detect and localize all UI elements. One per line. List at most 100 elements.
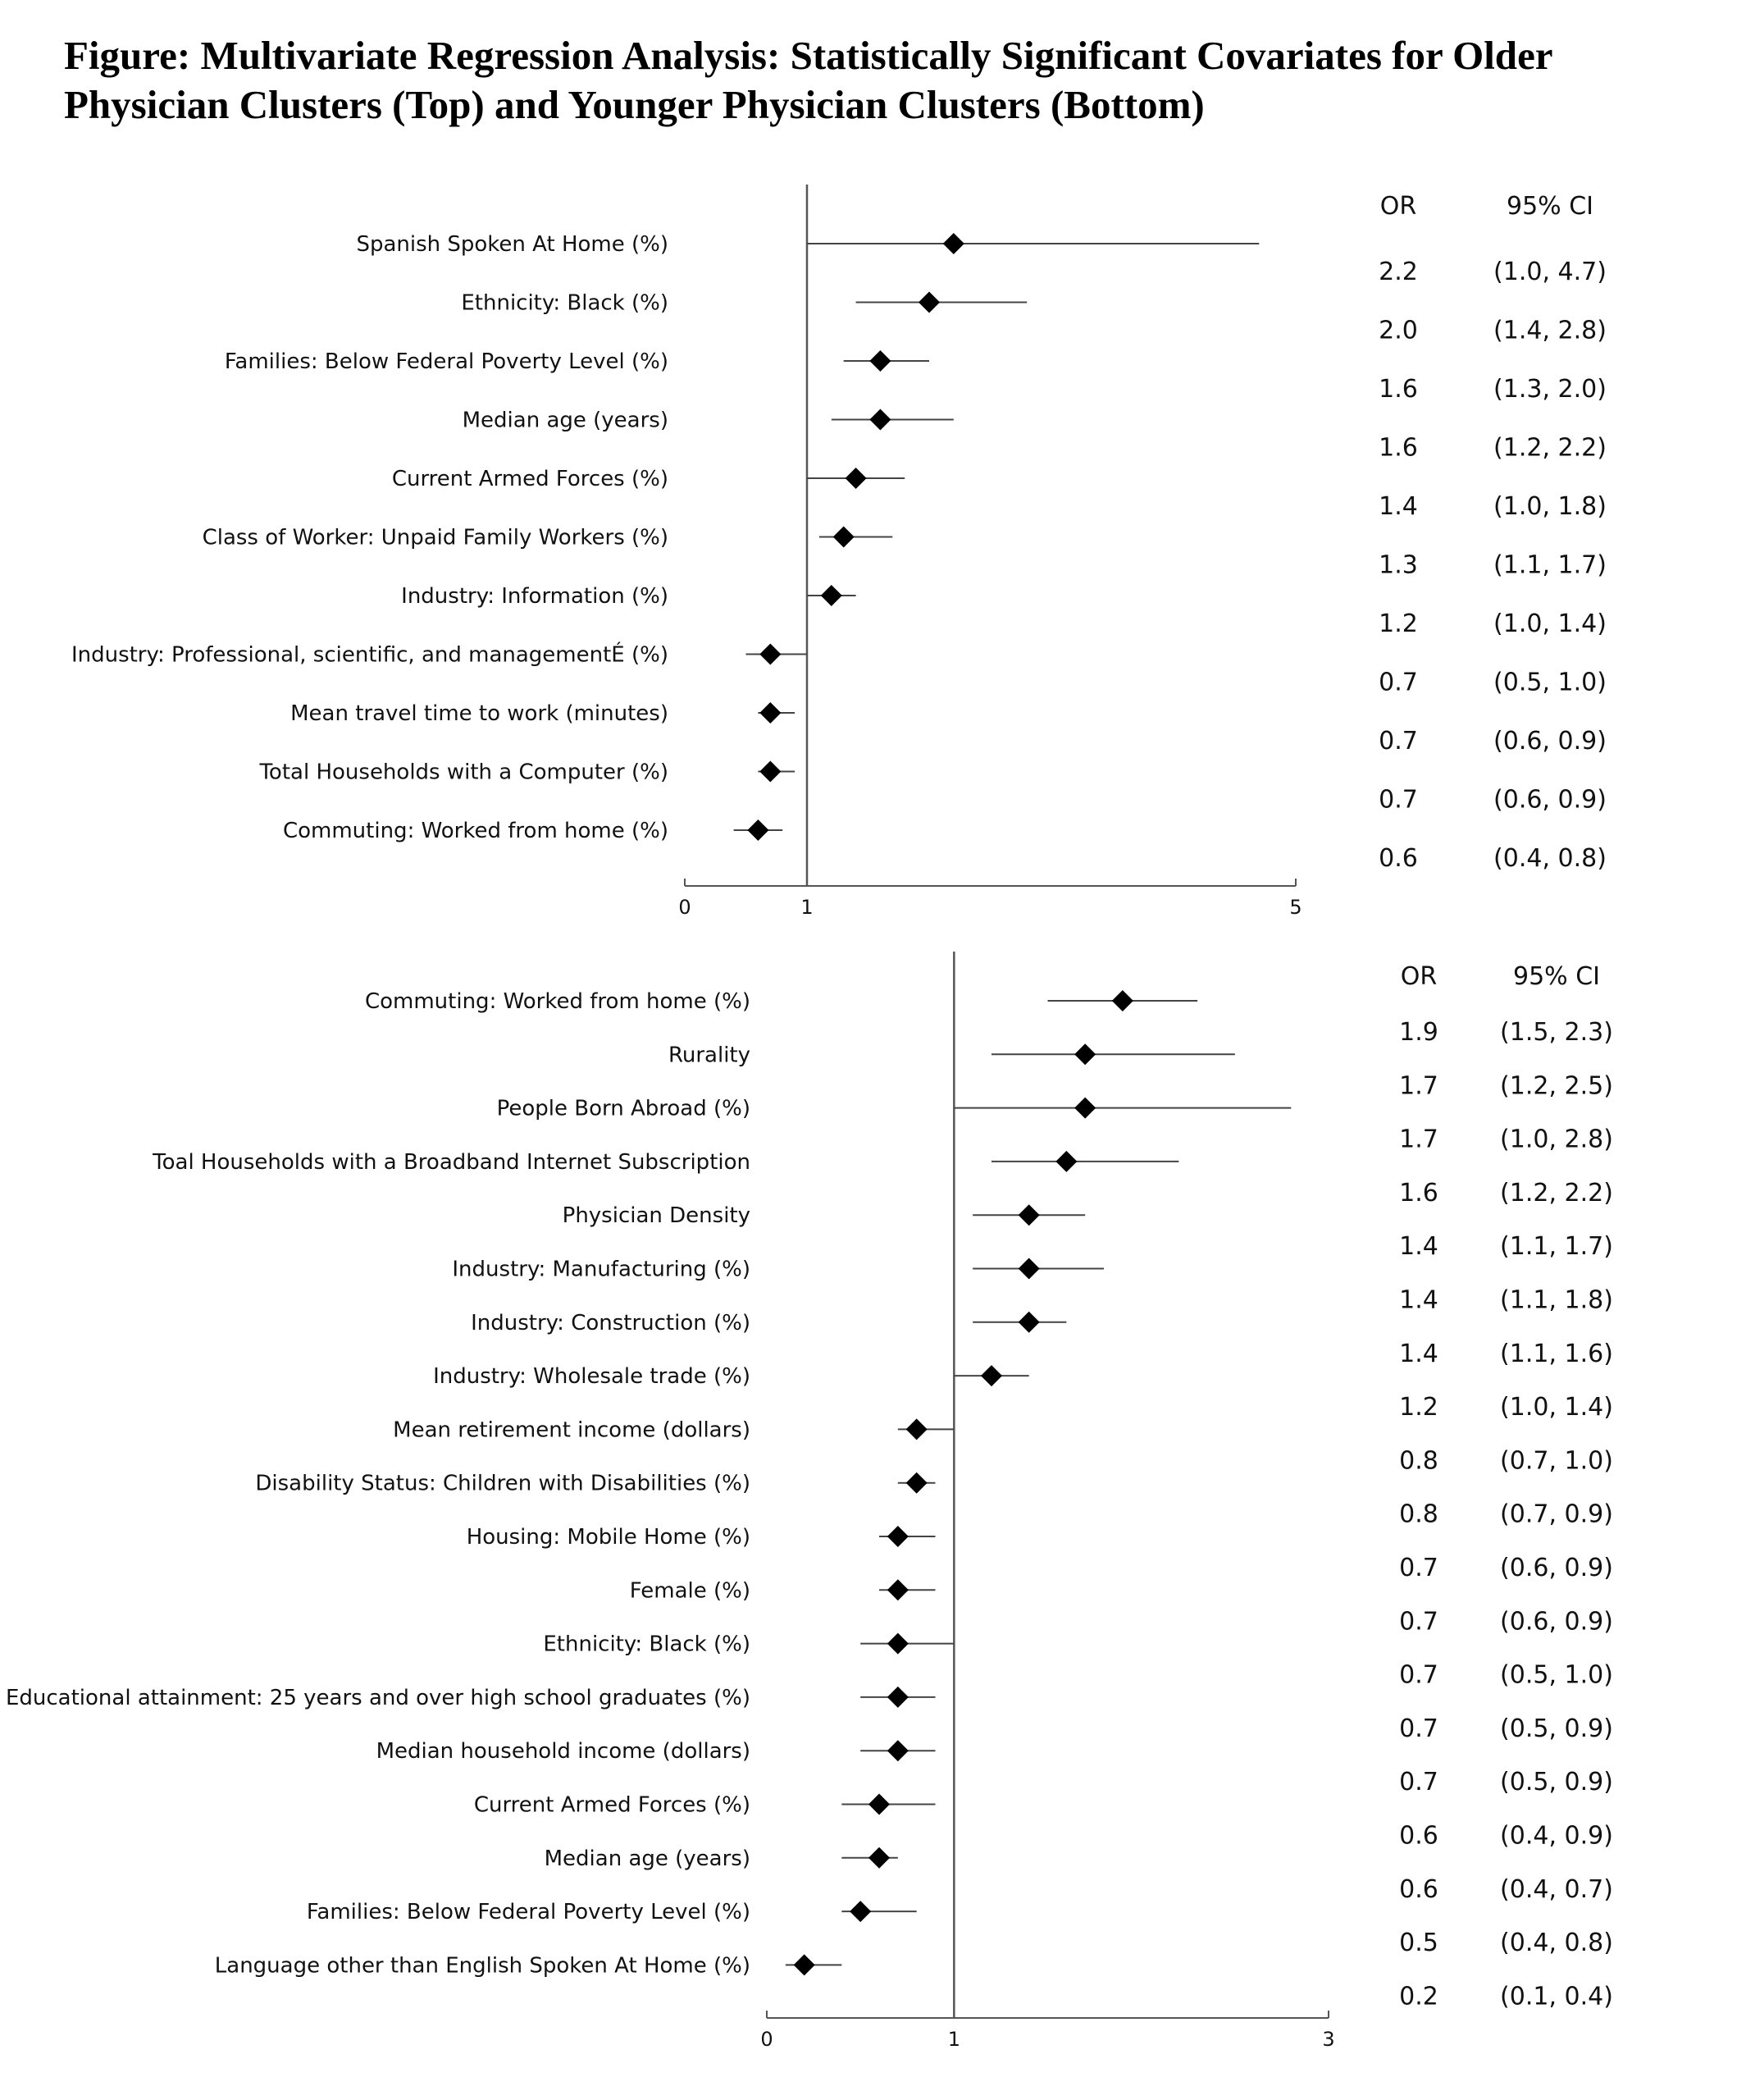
covariate-label: Language other than English Spoken At Ho… xyxy=(215,1953,750,1978)
or-point-marker xyxy=(759,702,782,724)
covariate-label: Families: Below Federal Poverty Level (%… xyxy=(307,1900,750,1924)
ci-value: (0.6, 0.9) xyxy=(1500,1607,1613,1636)
or-value: 1.7 xyxy=(1399,1071,1438,1100)
ci-value: (0.5, 1.0) xyxy=(1500,1661,1613,1690)
forest-plot-younger-clusters: 0 1 3 OR 95% CI Commuting: Worked from home (… xyxy=(6,952,1613,2051)
ci-value: (1.2, 2.5) xyxy=(1500,1071,1613,1100)
ci-value: (0.6, 0.9) xyxy=(1493,727,1607,756)
covariate-label: Ethnicity: Black (%) xyxy=(461,291,668,316)
or-value: 1.6 xyxy=(1379,434,1418,463)
ci-value: (0.5, 0.9) xyxy=(1500,1714,1613,1743)
ci-value: (1.0, 1.8) xyxy=(1493,492,1607,521)
ci-column-header: 95% CI xyxy=(1507,192,1593,221)
forest-plot-older-clusters: 0 1 5 OR 95% CI Spanish Spoken At Home (%) 2.2… xyxy=(71,185,1607,919)
or-value: 1.4 xyxy=(1399,1286,1438,1315)
or-point-marker xyxy=(887,1526,909,1547)
or-value: 0.6 xyxy=(1399,1822,1438,1851)
ci-value: (1.1, 1.8) xyxy=(1500,1286,1613,1315)
covariate-label: Median age (years) xyxy=(545,1847,750,1871)
ci-value: (1.0, 4.7) xyxy=(1493,258,1607,286)
ci-value: (1.0, 1.4) xyxy=(1493,609,1607,638)
or-value: 0.8 xyxy=(1399,1446,1438,1475)
or-point-marker xyxy=(820,585,842,606)
ci-value: (0.7, 0.9) xyxy=(1500,1500,1613,1529)
ci-value: (1.0, 1.4) xyxy=(1500,1393,1613,1422)
or-value: 1.6 xyxy=(1379,375,1418,404)
covariate-label: Industry: Information (%) xyxy=(401,584,668,609)
or-point-marker xyxy=(887,1632,909,1655)
or-point-marker xyxy=(1018,1311,1040,1333)
ci-value: (1.2, 2.2) xyxy=(1493,434,1607,463)
ci-value: (0.4, 0.8) xyxy=(1500,1929,1613,1957)
covariate-label: Mean retirement income (dollars) xyxy=(393,1418,750,1442)
or-value: 0.7 xyxy=(1399,1714,1438,1743)
x-tick-label: 3 xyxy=(1322,2028,1334,2051)
or-point-marker xyxy=(793,1954,815,1976)
ci-column-header: 95% CI xyxy=(1513,962,1600,991)
ci-value: (1.2, 2.2) xyxy=(1500,1179,1613,1208)
x-tick-label: 0 xyxy=(760,2028,773,2051)
or-value: 0.2 xyxy=(1399,1982,1438,2011)
or-point-marker xyxy=(942,233,964,254)
figure-title: Figure: Multivariate Regression Analysis… xyxy=(64,33,1552,127)
or-value: 1.4 xyxy=(1379,492,1418,521)
or-value: 0.6 xyxy=(1399,1875,1438,1904)
or-value: 1.6 xyxy=(1399,1179,1438,1208)
covariate-label: Spanish Spoken At Home (%) xyxy=(356,232,668,257)
or-value: 0.7 xyxy=(1399,1768,1438,1796)
ci-value: (0.4, 0.8) xyxy=(1493,844,1607,873)
or-point-marker xyxy=(850,1901,872,1923)
or-value: 0.7 xyxy=(1379,669,1418,697)
or-value: 1.7 xyxy=(1399,1125,1438,1154)
or-value: 1.4 xyxy=(1399,1232,1438,1261)
or-point-marker xyxy=(1111,990,1133,1011)
or-value: 1.3 xyxy=(1379,551,1418,580)
or-point-marker xyxy=(887,1740,909,1762)
or-value: 0.5 xyxy=(1399,1929,1438,1957)
covariate-label: Families: Below Federal Poverty Level (%… xyxy=(225,349,668,374)
or-value: 0.7 xyxy=(1379,786,1418,815)
or-value: 0.6 xyxy=(1379,844,1418,873)
or-column-header: OR xyxy=(1380,192,1416,221)
covariate-label: Mean travel time to work (minutes) xyxy=(290,701,668,726)
covariate-label: Disability Status: Children with Disabil… xyxy=(255,1472,750,1496)
ci-value: (0.4, 0.9) xyxy=(1500,1822,1613,1851)
or-value: 0.7 xyxy=(1399,1661,1438,1690)
covariate-label: Industry: Manufacturing (%) xyxy=(452,1258,750,1282)
or-column-header: OR xyxy=(1401,962,1437,991)
covariate-label: Female (%) xyxy=(630,1578,750,1603)
or-value: 1.2 xyxy=(1379,609,1418,638)
or-point-marker xyxy=(905,1472,928,1494)
covariate-label: Class of Worker: Unpaid Family Workers (… xyxy=(203,526,668,550)
ci-value: (1.3, 2.0) xyxy=(1493,375,1607,404)
x-tick-label: 0 xyxy=(678,896,691,919)
covariate-label: Educational attainment: 25 years and ove… xyxy=(6,1686,750,1710)
covariate-label: Current Armed Forces (%) xyxy=(392,467,668,491)
or-value: 1.2 xyxy=(1399,1393,1438,1422)
covariate-label: Current Armed Forces (%) xyxy=(474,1793,750,1818)
or-value: 0.8 xyxy=(1399,1500,1438,1529)
or-point-marker xyxy=(1018,1204,1040,1226)
ci-value: (1.4, 2.8) xyxy=(1493,317,1607,345)
or-value: 1.4 xyxy=(1399,1340,1438,1368)
covariate-label: Total Households with a Computer (%) xyxy=(258,760,668,785)
ci-value: (0.4, 0.7) xyxy=(1500,1875,1613,1904)
ci-value: (0.1, 0.4) xyxy=(1500,1982,1613,2011)
covariate-label: Ethnicity: Black (%) xyxy=(543,1632,750,1657)
covariate-label: Housing: Mobile Home (%) xyxy=(467,1525,750,1550)
or-value: 0.7 xyxy=(1399,1607,1438,1636)
ci-value: (1.1, 1.7) xyxy=(1500,1232,1613,1261)
or-point-marker xyxy=(981,1365,1002,1387)
or-point-marker xyxy=(747,819,769,841)
covariate-label: Median age (years) xyxy=(463,409,668,433)
or-value: 0.7 xyxy=(1399,1554,1438,1582)
ci-value: (0.6, 0.9) xyxy=(1500,1554,1613,1582)
ci-value: (1.0, 2.8) xyxy=(1500,1125,1613,1154)
or-point-marker xyxy=(759,760,782,783)
covariate-label: Median household income (dollars) xyxy=(376,1739,750,1764)
ci-value: (0.7, 1.0) xyxy=(1500,1446,1613,1475)
covariate-label: Commuting: Worked from home (%) xyxy=(283,819,668,843)
x-tick-label: 5 xyxy=(1289,896,1302,919)
covariate-label: People Born Abroad (%) xyxy=(497,1097,750,1121)
or-point-marker xyxy=(1018,1258,1040,1280)
